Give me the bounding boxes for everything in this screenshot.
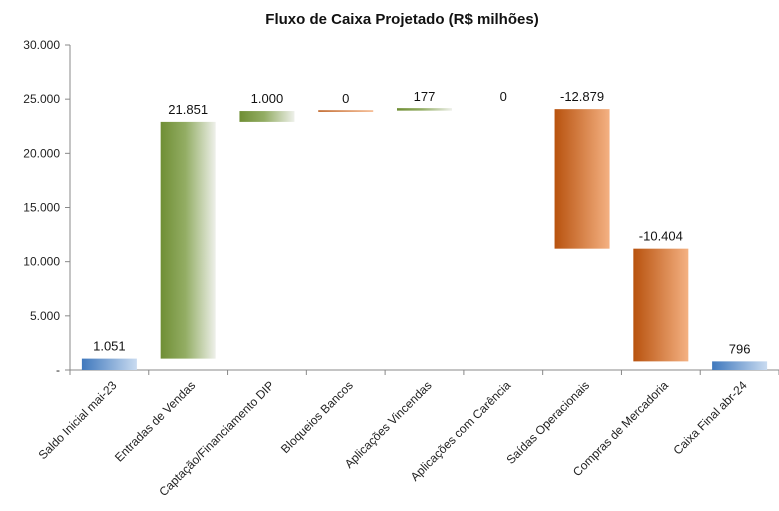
category-label: Saldo Inicial mai-23 [36, 378, 120, 462]
data-label: -10.404 [639, 229, 683, 244]
bars [81, 108, 768, 370]
bar-entradas-de-vendas [160, 121, 216, 359]
category-label: Entradas de Vendas [112, 378, 198, 464]
data-label: 177 [414, 89, 436, 104]
y-tick-label: 15.000 [23, 201, 60, 215]
data-label: 0 [342, 91, 349, 106]
data-label: 796 [729, 341, 751, 356]
data-labels: 1.051 21.851 1.000 0 177 0 -12.879 -10.404 796 [93, 89, 750, 356]
chart-title: Fluxo de Caixa Projetado (R$ milhões) [265, 11, 538, 28]
bar-compras-de-mercadoria [633, 248, 689, 362]
y-tick-label: 20.000 [23, 146, 60, 160]
bar-caixa-final-abr-24 [712, 361, 768, 370]
data-label: -12.879 [560, 89, 604, 104]
data-label: 1.000 [251, 91, 284, 106]
bar-aplica-es-vincendas [397, 108, 452, 111]
bar-capta-o-financiamento-dip [239, 111, 295, 122]
category-label: Bloqueios Bancos [278, 378, 356, 456]
y-tick-label: - [56, 363, 60, 377]
bar-sa-das-operacionais [554, 109, 610, 249]
category-label: Caixa Final abr-24 [671, 378, 750, 457]
y-tick-label: 5.000 [30, 309, 60, 323]
data-label: 0 [500, 89, 507, 104]
bar-saldo-inicial-mai-23 [81, 358, 137, 370]
y-tick-label: 25.000 [23, 92, 60, 106]
axes: - 5.000 10.000 15.000 20.000 25.000 30.000 [23, 38, 779, 377]
bar-aplica-es-com-car-ncia [476, 108, 531, 110]
y-tick-label: 10.000 [23, 255, 60, 269]
bar-bloqueios-bancos [318, 110, 374, 112]
y-tick-label: 30.000 [23, 38, 60, 52]
category-label: Aplicações Vincendas [342, 378, 435, 471]
data-label: 1.051 [93, 339, 126, 354]
data-label: 21.851 [168, 102, 208, 117]
category-label: Saídas Operacionais [504, 378, 593, 467]
